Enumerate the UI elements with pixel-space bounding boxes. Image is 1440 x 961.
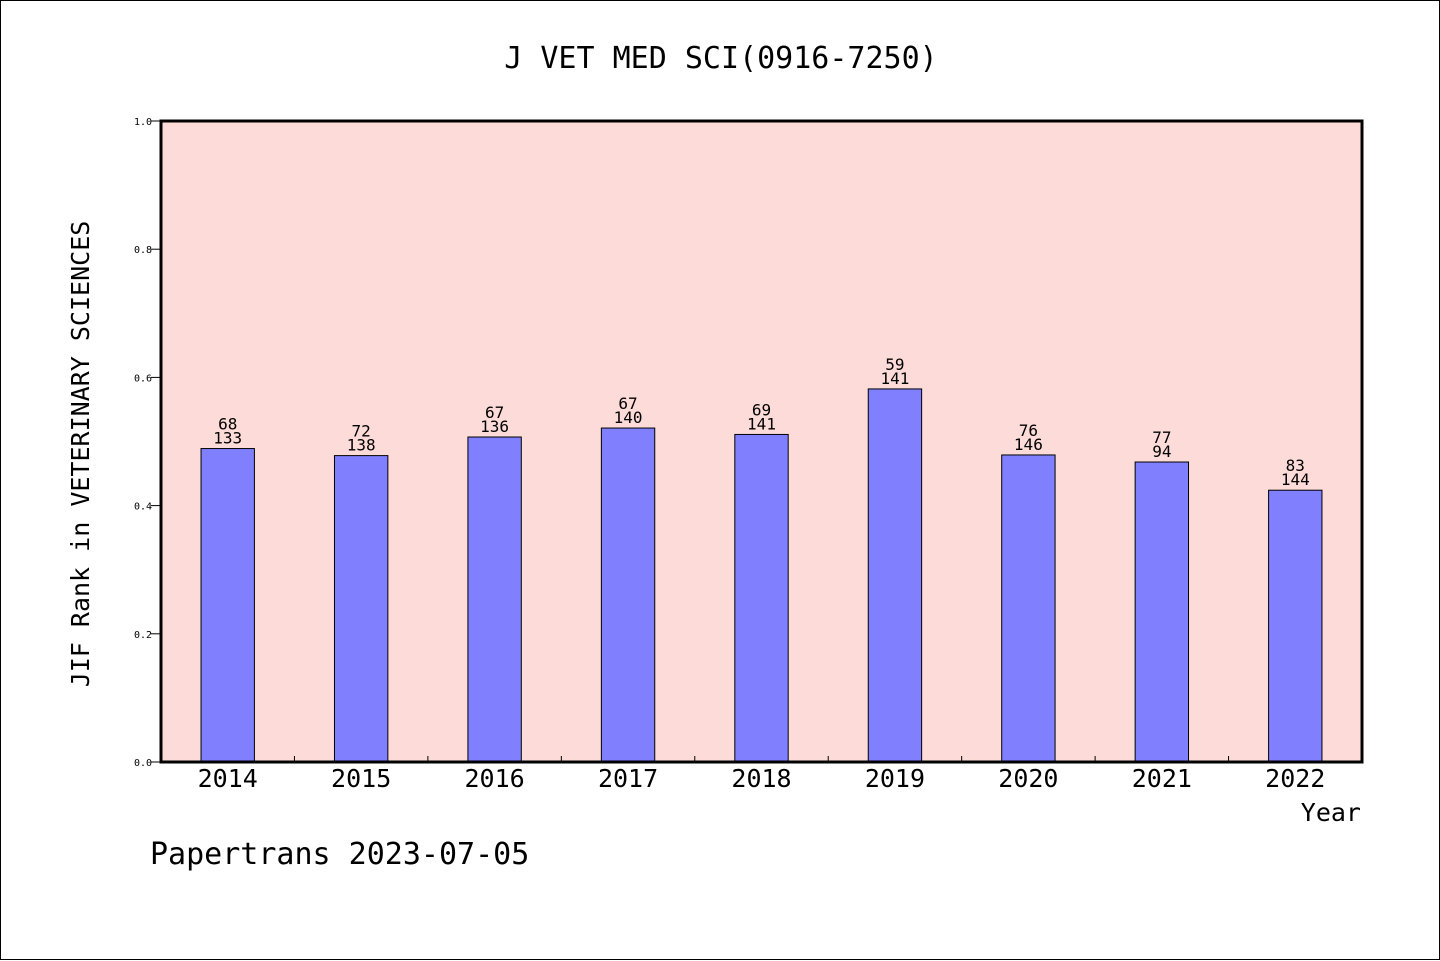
bar bbox=[1268, 489, 1323, 763]
total-label: 133 bbox=[213, 429, 242, 448]
x-category-label: 2018 bbox=[731, 764, 791, 793]
x-category-label: 2022 bbox=[1265, 764, 1325, 793]
bar bbox=[1001, 454, 1056, 763]
bar bbox=[467, 436, 522, 763]
rank-label: 77 bbox=[1152, 428, 1171, 447]
rank-label: 59 bbox=[885, 355, 904, 374]
x-category-label: 2019 bbox=[865, 764, 925, 793]
x-category-label: 2021 bbox=[1132, 764, 1192, 793]
x-category-label: 2016 bbox=[465, 764, 525, 793]
total-label: 141 bbox=[747, 414, 776, 433]
x-category-label: 2017 bbox=[598, 764, 658, 793]
chart-title: J VET MED SCI(0916-7250) bbox=[504, 41, 937, 76]
total-label: 146 bbox=[1014, 435, 1043, 454]
bar bbox=[600, 427, 656, 763]
bars bbox=[200, 388, 1323, 763]
x-category-label: 2015 bbox=[331, 764, 391, 793]
total-label: 140 bbox=[614, 408, 643, 427]
total-label: 141 bbox=[880, 369, 909, 388]
rank-label: 83 bbox=[1286, 456, 1305, 475]
y-axis-ticks: 0.0 0.2 0.4 0.6 0.8 1.0 bbox=[134, 117, 161, 769]
rank-label: 67 bbox=[485, 403, 504, 422]
bar bbox=[200, 448, 255, 763]
bar bbox=[1134, 461, 1190, 763]
category-labels: 2014 2015 2016 2017 2018 2019 2020 2021 2022 bbox=[198, 764, 1326, 793]
bar bbox=[734, 433, 789, 763]
y-axis-label: JIF Rank in VETERINARY SCIENCES bbox=[66, 221, 95, 688]
total-label: 138 bbox=[347, 436, 376, 455]
footer-text: Papertrans 2023-07-05 bbox=[150, 837, 529, 872]
x-category-label: 2014 bbox=[198, 764, 258, 793]
y-tick-label: 0.4 bbox=[134, 502, 152, 513]
rank-label: 69 bbox=[752, 400, 771, 419]
x-category-label: 2020 bbox=[998, 764, 1058, 793]
rank-label: 67 bbox=[618, 394, 637, 413]
total-label: 136 bbox=[480, 417, 509, 436]
y-tick-label: 0.8 bbox=[134, 245, 152, 256]
total-label: 144 bbox=[1281, 470, 1310, 489]
rank-label: 68 bbox=[218, 415, 237, 434]
plot-border bbox=[159, 119, 1364, 764]
bar bbox=[867, 388, 923, 763]
x-axis-label: Year bbox=[1301, 798, 1361, 827]
total-label: 94 bbox=[1152, 442, 1171, 461]
y-tick-label: 0.2 bbox=[134, 630, 152, 641]
y-tick-label: 0.0 bbox=[134, 758, 152, 769]
y-tick-label: 1.0 bbox=[134, 117, 152, 128]
rank-label: 76 bbox=[1019, 421, 1038, 440]
rank-label: 72 bbox=[352, 422, 371, 441]
y-tick-label: 0.6 bbox=[134, 373, 152, 384]
bar bbox=[333, 455, 389, 763]
